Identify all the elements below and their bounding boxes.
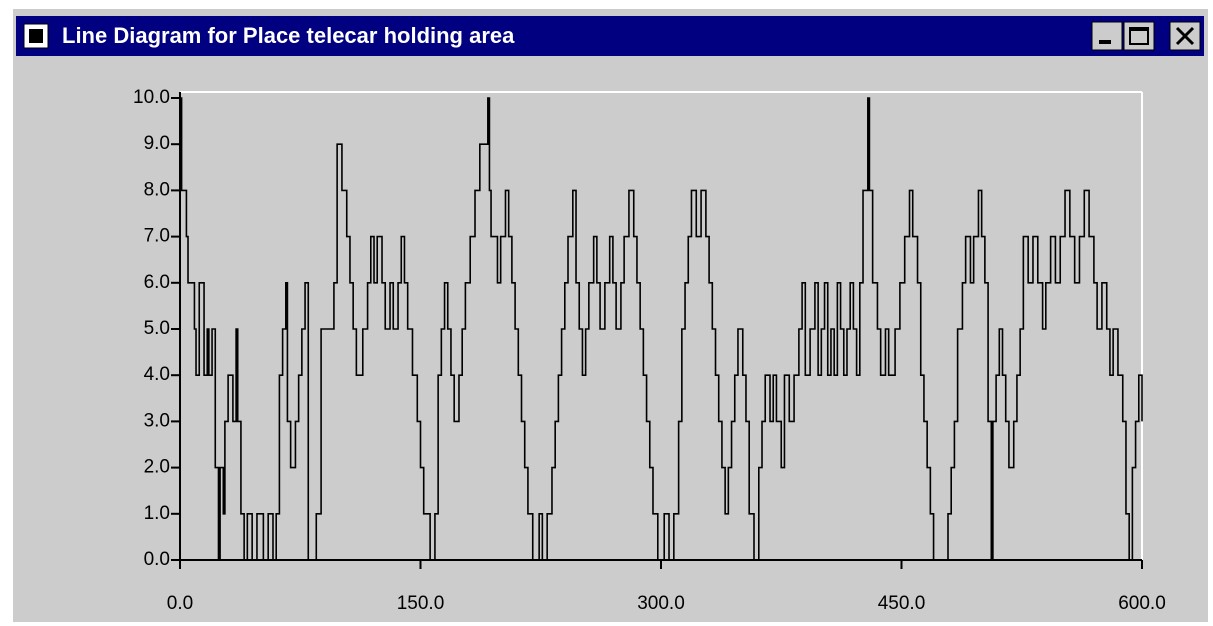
y-tick-label: 5.0	[144, 318, 170, 339]
y-tick-label: 4.0	[144, 364, 170, 385]
close-button[interactable]	[1169, 21, 1201, 51]
x-tick-label: 600.0	[1118, 593, 1166, 614]
y-tick-label: 3.0	[144, 410, 170, 431]
y-tick-label: 9.0	[144, 133, 170, 154]
window-icon-glyph	[29, 29, 43, 43]
maximize-glyph-bar	[1130, 28, 1148, 31]
title-bar	[16, 16, 1204, 56]
window-title: Line Diagram for Place telecar holding a…	[62, 23, 515, 48]
x-tick-label: 450.0	[878, 593, 926, 614]
y-tick-label: 10.0	[133, 87, 170, 108]
minimize-button[interactable]	[1091, 21, 1123, 51]
button-face	[1123, 21, 1155, 51]
window-frame	[12, 8, 1208, 622]
maximize-button[interactable]	[1123, 21, 1155, 51]
x-tick-label: 150.0	[397, 593, 445, 614]
y-tick-label: 2.0	[144, 457, 170, 478]
y-tick-label: 7.0	[144, 226, 170, 247]
close-glyph	[1175, 26, 1195, 46]
button-face	[1091, 21, 1123, 51]
minimize-glyph	[1099, 40, 1111, 44]
x-tick-label: 300.0	[637, 593, 685, 614]
x-tick-label: 0.0	[167, 593, 193, 614]
y-tick-label: 6.0	[144, 272, 170, 293]
y-tick-label: 0.0	[144, 549, 170, 570]
step-line	[180, 97, 1143, 561]
y-tick-label: 1.0	[144, 503, 170, 524]
y-tick-label: 8.0	[144, 179, 170, 200]
